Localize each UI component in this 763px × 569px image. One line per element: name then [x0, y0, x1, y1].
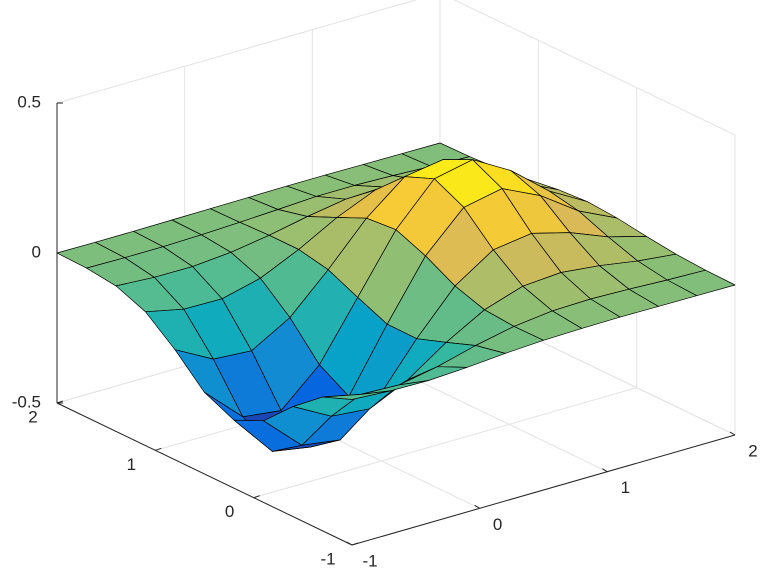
y-tick-label: 1 [127, 455, 136, 474]
tick-mark [351, 542, 359, 546]
tick-mark [474, 504, 480, 509]
tick-mark [56, 400, 64, 404]
axis-line [351, 434, 736, 546]
z-tick-label: -0.5 [12, 392, 41, 411]
tick-mark [346, 541, 353, 546]
x-tick-label: -1 [362, 551, 377, 569]
z-tick-label: 0 [32, 242, 41, 261]
grid-line [56, 0, 418, 104]
y-tick-label: -1 [320, 549, 335, 568]
tick-mark [155, 447, 162, 451]
axis-line [56, 402, 353, 546]
surface-patch [322, 390, 391, 400]
x-tick-label: 1 [621, 478, 630, 497]
x-tick-label: 0 [493, 515, 502, 534]
x-tick-label: 2 [748, 441, 757, 460]
tick-mark [253, 495, 260, 499]
grid-line [453, 0, 736, 136]
y-tick-label: 2 [28, 407, 37, 426]
z-tick-label: 0.5 [17, 92, 41, 111]
grid-line [253, 387, 637, 499]
tick-mark [602, 468, 608, 473]
y-tick-label: 0 [225, 502, 234, 521]
tick-mark [729, 431, 736, 436]
